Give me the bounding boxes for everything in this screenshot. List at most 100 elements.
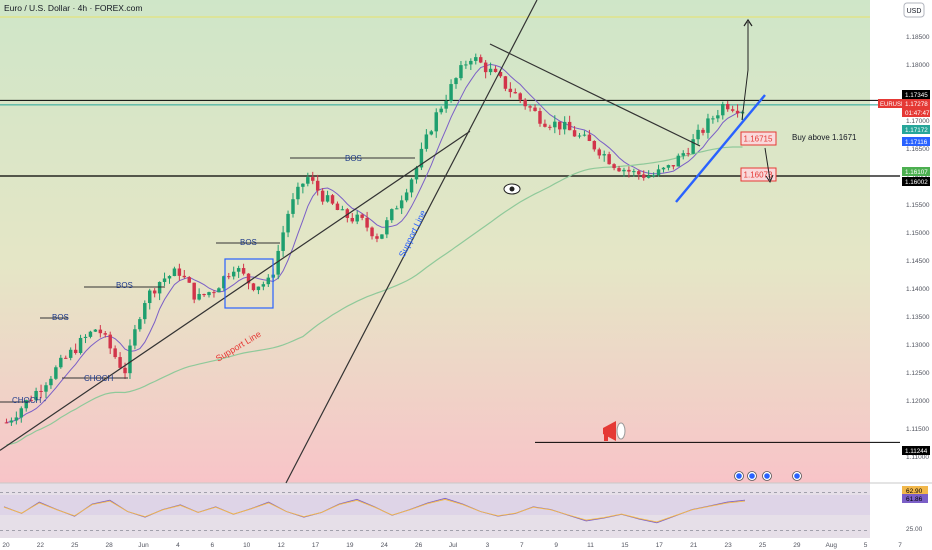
x-tick-label: 23 [724, 542, 732, 549]
x-tick-label: Jun [138, 542, 149, 549]
candle-body [266, 277, 271, 285]
candle-body [711, 118, 715, 120]
candle-body [493, 68, 498, 72]
time-axis[interactable]: 20 22 25 28 Jun 4 6 10 12 17 19 24 26 Jul 3 7 9 11 15 17 21 2… [2, 542, 902, 549]
level-2-label: 1.16073 [744, 171, 773, 180]
candle-body [434, 112, 438, 132]
steep-support-trendline [285, 0, 538, 484]
candle-body [642, 174, 646, 178]
candle-body [602, 154, 606, 156]
candle-body [666, 165, 671, 168]
candle-body [414, 167, 419, 180]
x-tick-label: Aug [825, 542, 837, 549]
bos-label: BOS [52, 313, 69, 322]
candle-body [449, 84, 453, 101]
candle-body [167, 276, 172, 279]
candle-body [152, 290, 157, 294]
bos-label: BOS [240, 238, 257, 247]
candle-body [113, 348, 117, 358]
candle-body [108, 334, 112, 349]
price-label: 1.17172 [905, 127, 928, 134]
candle-body [444, 100, 448, 109]
candle-body [681, 153, 685, 156]
candle-body [93, 329, 98, 332]
x-tick-label: 7 [520, 542, 524, 549]
candle-body [311, 177, 315, 181]
candle-body [646, 176, 651, 178]
x-tick-label: 24 [381, 542, 389, 549]
candle-body [345, 209, 350, 218]
y-tick-label: 1.18000 [906, 62, 930, 69]
candle-body [548, 126, 552, 128]
candle-body [83, 336, 88, 338]
svg-text:USD: USD [907, 8, 922, 15]
candle-body [483, 62, 488, 73]
candle-body [296, 186, 300, 200]
candle-body [197, 293, 201, 300]
price-label-box [902, 99, 930, 108]
candle-body [735, 110, 740, 114]
downtrend-line [489, 43, 701, 147]
candle-body [34, 390, 38, 401]
x-tick-label: 15 [621, 542, 629, 549]
rsi-value-box [902, 494, 928, 503]
candle-body [419, 148, 424, 168]
x-tick-label: 25 [759, 542, 767, 549]
candle-body [637, 171, 641, 175]
candle-body [44, 385, 48, 392]
x-tick-label: 10 [243, 542, 251, 549]
currency-button[interactable]: USD [903, 2, 925, 18]
candle-body [538, 111, 542, 124]
y-tick-label: 1.11500 [906, 426, 929, 433]
candle-body [148, 290, 152, 304]
x-tick-label: 4 [176, 542, 180, 549]
x-tick-label: 29 [793, 542, 801, 549]
candle-body [19, 408, 24, 418]
y-tick-label: 1.18500 [906, 34, 930, 41]
candle-body [217, 288, 221, 293]
choch-label: CHOCH - [12, 396, 47, 405]
candle-body [429, 131, 434, 135]
y-tick-label: 1.17000 [906, 118, 930, 125]
x-tick-label: 28 [106, 542, 114, 549]
level-1-label: 1.16715 [744, 135, 773, 144]
main-pane-bg [0, 0, 870, 483]
x-tick-label: 21 [690, 542, 698, 549]
candle-body [523, 99, 527, 107]
support-trendline [0, 130, 471, 451]
candle-body [696, 129, 700, 140]
candle-body [143, 303, 147, 320]
rsi-tick-label: 25.00 [906, 526, 923, 533]
candle-body [350, 217, 354, 222]
y-tick-label: 1.12500 [906, 370, 930, 377]
candle-body [73, 349, 78, 353]
candle-body [64, 357, 68, 359]
candle-body [192, 282, 196, 300]
candle-body [286, 213, 290, 233]
megaphone-icon-body [603, 421, 616, 441]
event-icon-dot [749, 473, 755, 479]
horizontal-levels [0, 16, 900, 443]
candle-body [513, 92, 518, 94]
candle-body [721, 104, 725, 116]
candle-body [128, 345, 132, 374]
candle-body [572, 130, 577, 137]
candle-body [380, 234, 384, 239]
y-tick-label: 1.11000 [906, 454, 929, 461]
candle-body [661, 167, 666, 170]
candle-body [177, 268, 182, 276]
candle-body [172, 268, 177, 277]
candle-body [622, 169, 626, 172]
candle-body [39, 390, 43, 392]
y-tick-label: 1.13000 [906, 342, 930, 349]
bos-label: BOS [345, 154, 362, 163]
x-tick-label: 3 [486, 542, 490, 549]
buy-above-text: Buy above 1.1671 [792, 133, 857, 142]
y-tick-label: 1.16500 [906, 146, 930, 153]
x-tick-label: 19 [346, 542, 354, 549]
candle-body [577, 135, 582, 137]
rsi-tick-label: 62.90 [906, 488, 923, 495]
candle-body [207, 292, 211, 296]
